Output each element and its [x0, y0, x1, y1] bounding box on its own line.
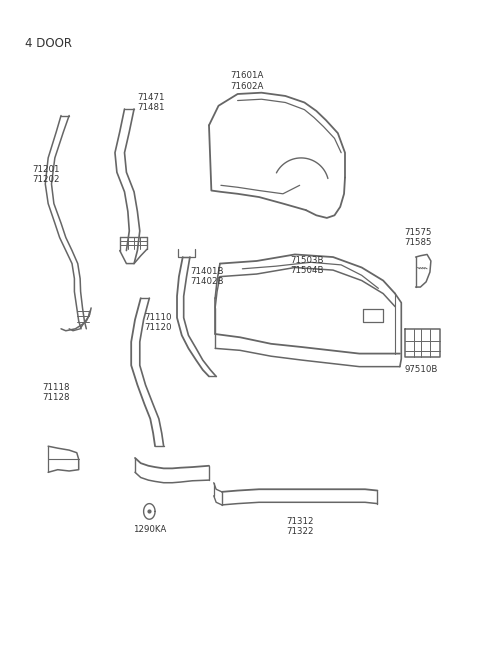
Text: 4 DOOR: 4 DOOR	[25, 37, 72, 50]
Text: 97510B: 97510B	[405, 365, 438, 375]
Text: 71110
71120: 71110 71120	[144, 312, 172, 332]
Text: 71312
71322: 71312 71322	[286, 517, 313, 536]
Text: 71471
71481: 71471 71481	[137, 93, 165, 112]
Text: 71118
71128: 71118 71128	[42, 383, 70, 402]
Text: 71575
71585: 71575 71585	[405, 228, 432, 247]
Text: 71503B
71504B: 71503B 71504B	[290, 256, 324, 275]
Text: 71401B
71402B: 71401B 71402B	[190, 267, 223, 286]
Text: 71201
71202: 71201 71202	[33, 164, 60, 184]
Text: 1290KA: 1290KA	[132, 525, 166, 534]
Text: 71601A
71602A: 71601A 71602A	[230, 71, 264, 90]
